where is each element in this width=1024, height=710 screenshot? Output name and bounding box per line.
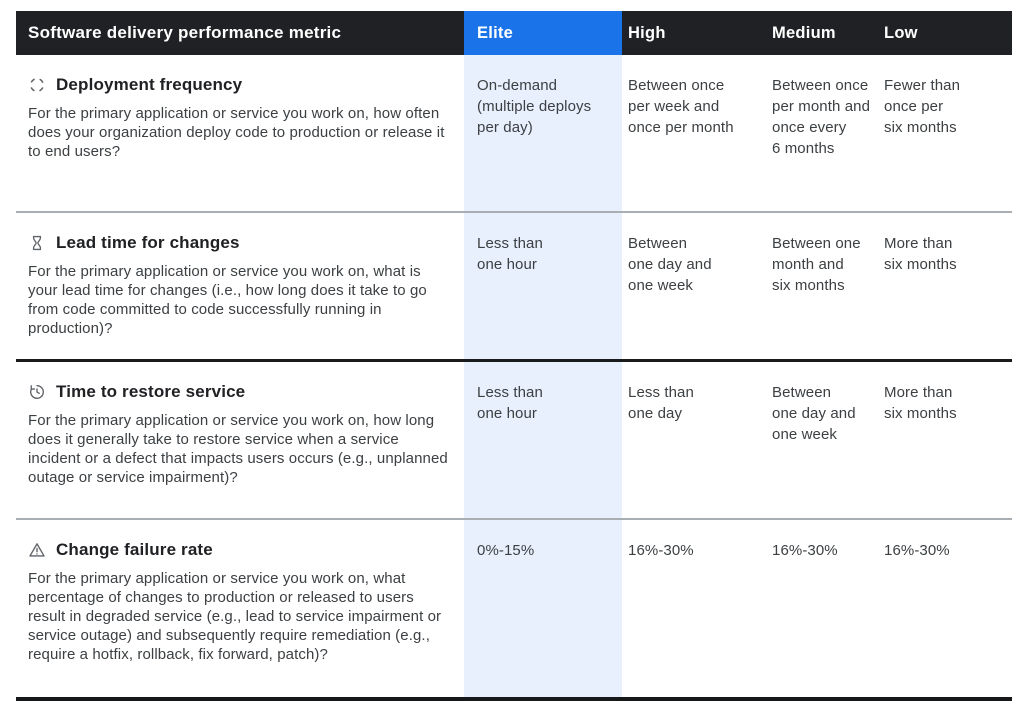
cell-medium-lead-time: Between one month and six months [772, 235, 861, 294]
cell-high-deployment-frequency: Between once per week and once per month [628, 77, 734, 136]
cell-elite-lead-time: Less than one hour [464, 213, 622, 359]
metric-title: Lead time for changes [56, 233, 240, 252]
column-header-low: Low [884, 23, 918, 42]
metric-title: Time to restore service [56, 382, 246, 401]
deployment-frequency-icon [28, 76, 46, 94]
cell-medium-deployment-frequency: Between once per month and once every 6 … [772, 77, 871, 157]
metric-title: Change failure rate [56, 540, 213, 559]
cell-low-time-to-restore: More than six months [884, 384, 957, 422]
cell-elite-deployment-frequency: On-demand (multiple deploys per day) [464, 55, 622, 211]
cell-medium-change-failure-rate: 16%-30% [772, 542, 838, 559]
restore-clock-icon [28, 383, 46, 401]
metric-description: For the primary application or service y… [28, 570, 442, 663]
software-delivery-performance-table: Software delivery performance metric Eli… [16, 11, 1012, 701]
column-header-medium: Medium [772, 23, 836, 42]
hourglass-icon [28, 234, 46, 252]
warning-triangle-icon [28, 541, 46, 559]
metric-cell: Time to restore service For the primary … [16, 362, 464, 518]
metric-cell: Deployment frequency For the primary app… [16, 55, 464, 211]
cell-elite-change-failure-rate: 0%-15% [464, 520, 622, 697]
metric-description: For the primary application or service y… [28, 105, 445, 160]
metric-cell: Change failure rate For the primary appl… [16, 520, 464, 697]
column-header-elite: Elite [464, 11, 622, 55]
table-row-time-to-restore-service: Time to restore service For the primary … [16, 359, 1012, 518]
metric-cell: Lead time for changes For the primary ap… [16, 213, 464, 359]
cell-low-change-failure-rate: 16%-30% [884, 542, 950, 559]
table-row-lead-time-for-changes: Lead time for changes For the primary ap… [16, 211, 1012, 359]
metric-title: Deployment frequency [56, 75, 243, 94]
column-header-high: High [628, 23, 666, 42]
table-row-deployment-frequency: Deployment frequency For the primary app… [16, 55, 1012, 211]
table-header-row: Software delivery performance metric Eli… [16, 11, 1012, 55]
table-row-change-failure-rate: Change failure rate For the primary appl… [16, 518, 1012, 697]
metric-description: For the primary application or service y… [28, 412, 448, 486]
cell-medium-time-to-restore: Between one day and one week [772, 384, 856, 443]
cell-high-lead-time: Between one day and one week [628, 235, 712, 294]
cell-low-lead-time: More than six months [884, 235, 957, 273]
metric-column-header: Software delivery performance metric [28, 23, 342, 42]
cell-elite-time-to-restore: Less than one hour [464, 362, 622, 518]
cell-high-time-to-restore: Less than one day [628, 384, 694, 422]
metric-description: For the primary application or service y… [28, 263, 427, 337]
cell-high-change-failure-rate: 16%-30% [628, 542, 694, 559]
cell-low-deployment-frequency: Fewer than once per six months [884, 77, 961, 136]
